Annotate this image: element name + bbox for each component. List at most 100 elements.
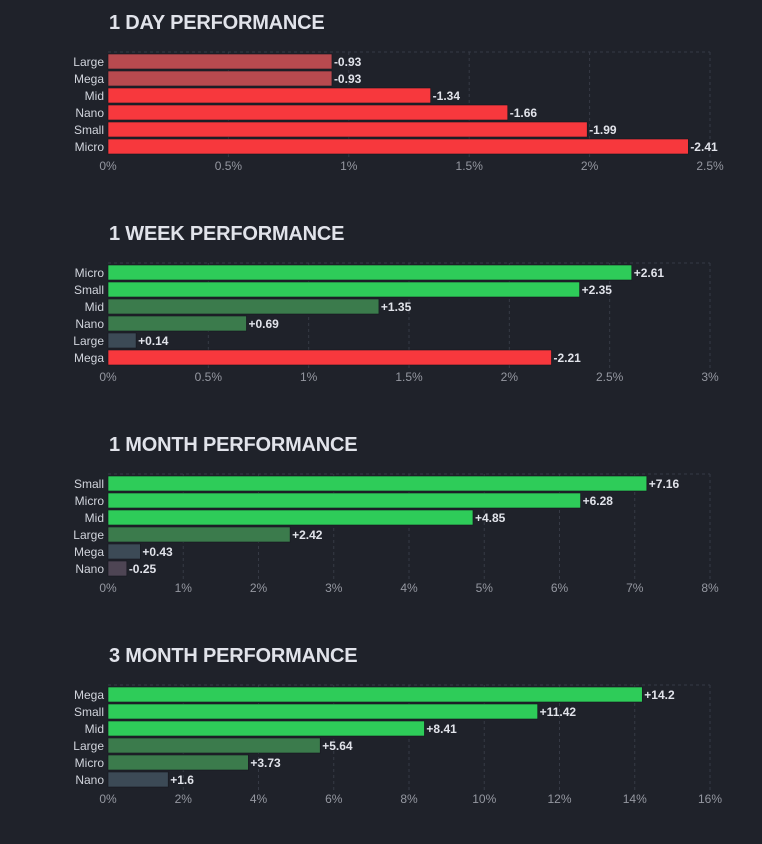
x-tick-label: 0% bbox=[99, 792, 117, 806]
x-tick-label: 8% bbox=[701, 581, 719, 595]
chart-title: 1 MONTH PERFORMANCE bbox=[109, 434, 358, 456]
data-label: -1.66 bbox=[510, 106, 538, 120]
category-label: Mega bbox=[74, 545, 104, 559]
bar bbox=[107, 475, 648, 492]
bar-chart-1-month: Small +7.16 Micro +6.28 Mid +4.85 Large +2.42 Me… bbox=[73, 473, 719, 595]
data-label: +2.61 bbox=[634, 266, 665, 280]
bar bbox=[107, 53, 333, 70]
x-tick-label: 5% bbox=[476, 581, 494, 595]
data-label: +7.16 bbox=[649, 477, 680, 491]
category-label: Nano bbox=[75, 106, 104, 120]
category-label: Micro bbox=[75, 756, 105, 770]
data-label: -2.21 bbox=[553, 351, 581, 365]
bar bbox=[107, 315, 247, 332]
chart-title: 3 MONTH PERFORMANCE bbox=[109, 645, 358, 667]
chart-panel-3-month: 3 MONTH PERFORMANCE Mega +14.2 Small +11.42… bbox=[0, 633, 762, 844]
category-label: Nano bbox=[75, 773, 104, 787]
category-label: Small bbox=[74, 477, 104, 491]
x-tick-label: 2% bbox=[581, 159, 599, 173]
data-label: +2.42 bbox=[292, 528, 323, 542]
x-tick-label: 0% bbox=[99, 370, 117, 384]
bar bbox=[107, 754, 249, 771]
category-label: Large bbox=[73, 55, 104, 69]
bar bbox=[107, 281, 580, 298]
x-tick-label: 1.5% bbox=[456, 159, 484, 173]
data-label: +4.85 bbox=[475, 511, 506, 525]
data-label: +5.64 bbox=[322, 739, 353, 753]
bar bbox=[107, 560, 128, 577]
bar bbox=[107, 703, 538, 720]
chart-title: 1 DAY PERFORMANCE bbox=[109, 12, 325, 34]
bar bbox=[107, 264, 633, 281]
data-label: +11.42 bbox=[540, 705, 577, 719]
x-tick-label: 8% bbox=[400, 792, 418, 806]
data-label: +3.73 bbox=[250, 756, 281, 770]
bar bbox=[107, 70, 333, 87]
category-label: Large bbox=[73, 528, 104, 542]
data-label: +0.43 bbox=[142, 545, 173, 559]
x-tick-label: 7% bbox=[626, 581, 644, 595]
x-tick-label: 0.5% bbox=[195, 370, 223, 384]
bar bbox=[107, 771, 169, 788]
data-label: +6.28 bbox=[583, 494, 614, 508]
bar bbox=[107, 543, 141, 560]
bar bbox=[107, 332, 137, 349]
bar-chart-1-week: Micro +2.61 Small +2.35 Mid +1.35 Nano +0.69 Lar… bbox=[73, 262, 719, 384]
x-tick-label: 3% bbox=[701, 370, 719, 384]
data-label: -0.93 bbox=[334, 55, 362, 69]
category-label: Mid bbox=[85, 300, 104, 314]
category-label: Micro bbox=[75, 494, 105, 508]
data-label: -2.41 bbox=[690, 140, 718, 154]
x-tick-label: 16% bbox=[698, 792, 722, 806]
bar bbox=[107, 720, 425, 737]
bar bbox=[107, 526, 291, 543]
x-tick-label: 4% bbox=[400, 581, 418, 595]
category-label: Mega bbox=[74, 351, 104, 365]
bar bbox=[107, 509, 474, 526]
x-tick-label: 0% bbox=[99, 159, 117, 173]
data-label: +8.41 bbox=[426, 722, 457, 736]
category-label: Micro bbox=[75, 266, 105, 280]
x-tick-label: 0% bbox=[99, 581, 117, 595]
category-label: Small bbox=[74, 283, 104, 297]
category-label: Nano bbox=[75, 562, 104, 576]
x-tick-label: 6% bbox=[551, 581, 569, 595]
x-tick-label: 10% bbox=[472, 792, 496, 806]
data-label: +1.6 bbox=[170, 773, 194, 787]
bar bbox=[107, 138, 689, 155]
x-tick-label: 2% bbox=[501, 370, 519, 384]
category-label: Large bbox=[73, 739, 104, 753]
data-label: -1.99 bbox=[589, 123, 617, 137]
category-label: Large bbox=[73, 334, 104, 348]
category-label: Mid bbox=[85, 722, 104, 736]
category-label: Mid bbox=[85, 89, 104, 103]
category-label: Mega bbox=[74, 688, 104, 702]
category-label: Mid bbox=[85, 511, 104, 525]
x-tick-label: 1% bbox=[340, 159, 358, 173]
data-label: +2.35 bbox=[582, 283, 613, 297]
x-tick-label: 1% bbox=[175, 581, 193, 595]
category-label: Small bbox=[74, 123, 104, 137]
bar bbox=[107, 298, 380, 315]
x-tick-label: 2% bbox=[250, 581, 268, 595]
x-tick-label: 2.5% bbox=[596, 370, 624, 384]
bar-chart-3-month: Mega +14.2 Small +11.42 Mid +8.41 Large +5.64 Mi… bbox=[73, 684, 722, 806]
category-label: Small bbox=[74, 705, 104, 719]
x-tick-label: 6% bbox=[325, 792, 343, 806]
data-label: +0.14 bbox=[138, 334, 169, 348]
data-label: -0.25 bbox=[129, 562, 157, 576]
chart-panel-1-month: 1 MONTH PERFORMANCE Small +7.16 Micro +6.28… bbox=[0, 422, 762, 633]
data-label: +1.35 bbox=[381, 300, 412, 314]
x-tick-label: 0.5% bbox=[215, 159, 243, 173]
data-label: +14.2 bbox=[644, 688, 675, 702]
data-label: -0.93 bbox=[334, 72, 362, 86]
x-tick-label: 1.5% bbox=[395, 370, 423, 384]
bar-chart-1-day: Large -0.93 Mega -0.93 Mid -1.34 Nano -1.66 Smal… bbox=[73, 51, 724, 173]
category-label: Nano bbox=[75, 317, 104, 331]
performance-dashboard: 1 DAY PERFORMANCE Large -0.93 Mega -0.93 Mid… bbox=[0, 0, 762, 806]
bar bbox=[107, 737, 321, 754]
bar bbox=[107, 104, 509, 121]
chart-panel-1-day: 1 DAY PERFORMANCE Large -0.93 Mega -0.93 Mid… bbox=[0, 0, 762, 211]
x-tick-label: 12% bbox=[547, 792, 571, 806]
data-label: -1.34 bbox=[433, 89, 461, 103]
